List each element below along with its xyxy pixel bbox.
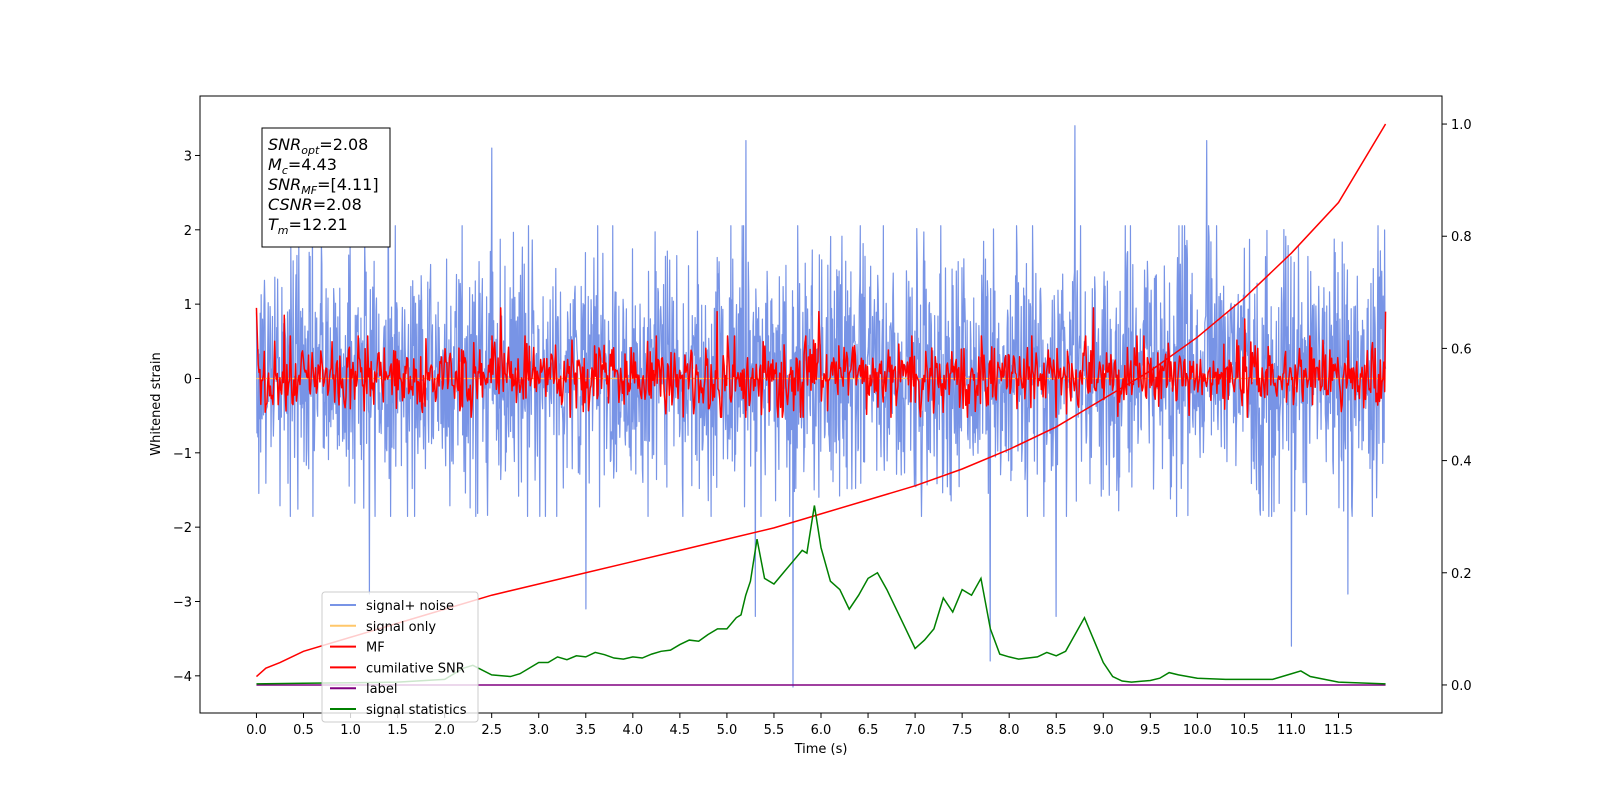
y-axis-left: −4 −3 −2 −1 0 1 2 3 (173, 149, 200, 685)
series-line-mf (255, 307, 1387, 418)
x-tick-label: 11.5 (1324, 723, 1353, 738)
y-right-tick-label: 0.6 (1451, 342, 1472, 357)
x-tick-label: 1.5 (387, 723, 408, 738)
annotation-line: Tm=12.21 (268, 215, 348, 237)
annotation-line: Mc=4.43 (268, 155, 337, 177)
x-axis: 0.0 0.5 1.0 1.5 2.0 2.5 3.0 3.5 4.0 4.5 5.0 5.5 6.0 6… (246, 713, 1353, 738)
x-tick-label: 6.5 (858, 723, 879, 738)
annotation-line: SNRopt=2.08 (268, 135, 368, 157)
y-right-tick-label: 0.0 (1451, 679, 1472, 694)
y-tick-label: −3 (173, 595, 192, 610)
y-tick-label: 1 (184, 298, 192, 313)
annotation-line: CSNR=2.08 (268, 195, 362, 214)
series-line-signal-statistics (256, 505, 1386, 685)
x-tick-label: 7.0 (905, 723, 926, 738)
legend-label: signal only (366, 620, 436, 635)
x-tick-label: 9.5 (1140, 723, 1161, 738)
y-tick-label: −4 (173, 670, 192, 685)
y-right-tick-label: 0.2 (1451, 567, 1472, 582)
x-tick-label: 10.5 (1230, 723, 1259, 738)
y-tick-label: −1 (173, 447, 192, 462)
annotation-box: SNRopt=2.08Mc=4.43SNRMF=[4.11]CSNR=2.08T… (261, 127, 391, 248)
y-tick-label: 3 (184, 149, 192, 164)
legend-label: signal statistics (366, 703, 467, 718)
x-tick-label: 5.0 (717, 723, 738, 738)
x-tick-label: 8.0 (999, 723, 1020, 738)
annotation-frame (261, 127, 391, 248)
legend: signal+ noise signal only MF cumilative SNR… (321, 591, 479, 723)
x-tick-label: 9.0 (1093, 723, 1114, 738)
y-tick-label: 0 (184, 372, 192, 387)
x-tick-label: 2.0 (434, 723, 455, 738)
y-axis-label: Whitened strain (149, 352, 164, 455)
legend-label: signal+ noise (366, 599, 454, 614)
annotation-line: SNRMF=[4.11] (268, 175, 379, 197)
x-tick-label: 6.0 (811, 723, 832, 738)
x-axis-label: Time (s) (794, 742, 848, 757)
legend-label: cumilative SNR (366, 661, 465, 676)
legend-frame (321, 591, 479, 723)
x-tick-label: 3.0 (528, 723, 549, 738)
x-tick-label: 0.0 (246, 723, 267, 738)
x-tick-label: 11.0 (1277, 723, 1306, 738)
x-tick-label: 3.5 (575, 723, 596, 738)
x-tick-label: 10.0 (1183, 723, 1212, 738)
y-right-tick-label: 0.4 (1451, 455, 1472, 470)
y-axis-right: 0.0 0.2 0.4 0.6 0.8 1.0 (1442, 118, 1472, 694)
x-tick-label: 1.0 (340, 723, 361, 738)
x-tick-label: 8.5 (1046, 723, 1067, 738)
x-tick-label: 7.5 (952, 723, 973, 738)
y-right-tick-label: 1.0 (1451, 118, 1472, 133)
x-tick-label: 4.0 (622, 723, 643, 738)
x-tick-label: 2.5 (481, 723, 502, 738)
legend-label: MF (366, 641, 385, 656)
legend-label: label (366, 682, 397, 697)
x-tick-label: 0.5 (293, 723, 314, 738)
y-right-tick-label: 0.8 (1451, 230, 1472, 245)
y-tick-label: 2 (184, 224, 192, 239)
y-tick-label: −2 (173, 521, 192, 536)
x-tick-label: 4.5 (670, 723, 691, 738)
series-line-signal-noise (255, 125, 1387, 688)
x-tick-label: 5.5 (764, 723, 785, 738)
